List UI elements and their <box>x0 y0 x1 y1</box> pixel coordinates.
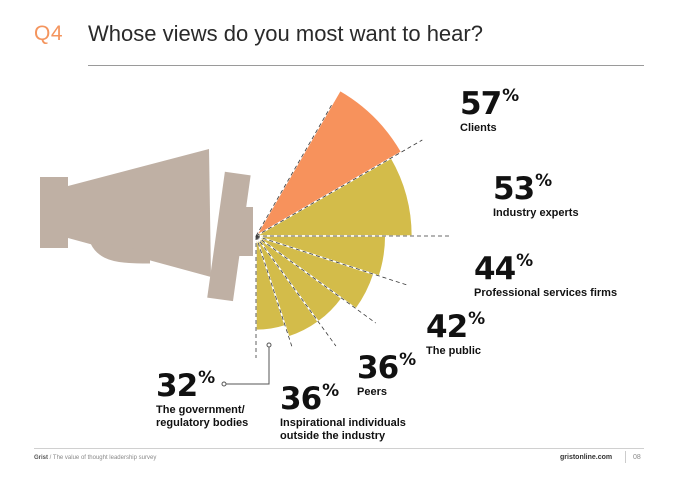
label-professional-services: 44% Professional services firms <box>474 251 618 300</box>
footer-separator <box>625 451 626 463</box>
chart-guide-lines <box>255 102 450 358</box>
megaphone-icon <box>40 149 253 302</box>
guide-line <box>255 235 409 286</box>
footer-report: Grist / The value of thought leadership … <box>34 455 157 461</box>
data-label-professional-services: 44% <box>474 251 533 287</box>
category-label-professional-services: Professional services firms <box>474 287 618 299</box>
label-the-public: 42% The public <box>426 309 485 358</box>
data-label-industry-experts: 53% <box>493 171 552 207</box>
slice-the-public <box>255 235 375 310</box>
data-label-clients: 57% <box>460 86 519 122</box>
category-label-industry-experts: Industry experts <box>493 207 579 219</box>
label-inspirational-individuals: 36% Inspirational individuals outside the… <box>280 381 406 443</box>
page-number: 08 <box>633 454 641 461</box>
guide-line <box>255 235 376 324</box>
title-divider <box>88 65 644 66</box>
category-label-government: The government/regulatory bodies <box>156 404 249 429</box>
category-label-the-public: The public <box>426 345 481 357</box>
footer-url-link[interactable]: gristonline.com <box>560 454 613 461</box>
data-label-the-public: 42% <box>426 309 485 345</box>
category-label-clients: Clients <box>460 122 497 134</box>
category-label-inspirational-individuals: Inspirational individuals outside the ind… <box>280 417 406 442</box>
label-peers: 36% Peers <box>357 350 416 399</box>
page-title: Whose views do you most want to hear? <box>88 21 483 46</box>
data-label-peers: 36% <box>357 350 416 386</box>
category-label-peers: Peers <box>357 386 387 398</box>
label-government: 32% The government/regulatory bodies <box>156 368 249 430</box>
footer-divider <box>34 448 644 449</box>
guide-line <box>255 235 337 347</box>
data-label-government: 32% <box>156 368 215 404</box>
label-clients: 57% Clients <box>460 86 519 135</box>
question-number: Q4 <box>34 22 64 45</box>
callout-line <box>221 342 272 387</box>
slice-clients <box>253 89 403 239</box>
label-industry-experts: 53% Industry experts <box>493 171 579 220</box>
guide-line <box>255 102 334 237</box>
data-label-inspirational-individuals: 36% <box>280 381 339 417</box>
guide-line <box>255 235 293 347</box>
chart-slices <box>253 89 414 338</box>
